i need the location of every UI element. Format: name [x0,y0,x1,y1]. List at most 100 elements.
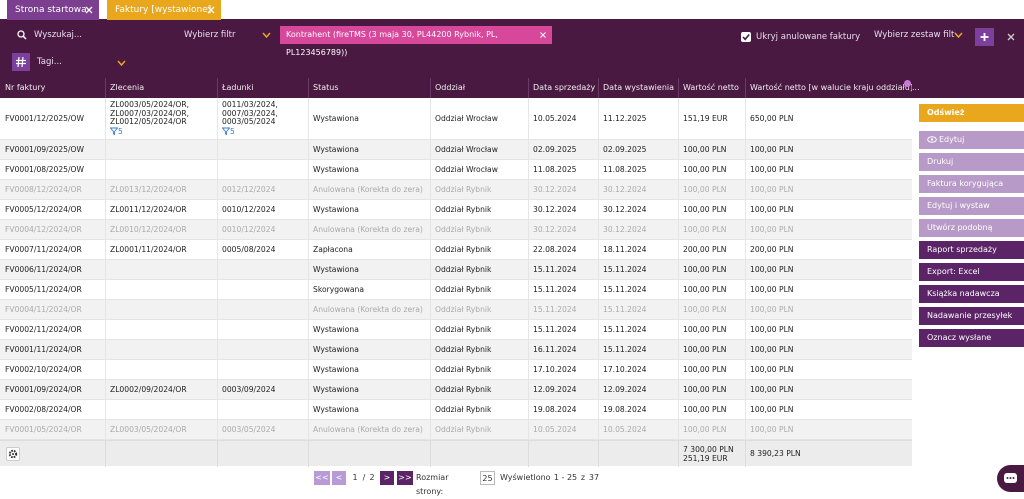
cell-divider [528,400,529,420]
cell-divider [528,380,529,400]
table-row[interactable]: FV0007/11/2024/OR ZL0001/11/2024/OR 0005/0… [0,240,912,260]
action-button[interactable]: Oznacz wysłane [919,329,1024,347]
action-button[interactable]: Odśwież [919,104,1024,122]
cell-text: Anulowana (Korekta do zera) [313,225,423,234]
cell-text: Oddział Rybnik [435,305,492,314]
cell-divider [308,180,309,200]
table-row[interactable]: FV0006/11/2024/OR Wystawiona Oddział Rybni… [0,260,912,280]
remove-icon[interactable] [540,32,546,38]
cell-divider [678,340,679,360]
table-row[interactable]: FV0008/12/2024/OR ZL0013/12/2024/OR 0012/1… [0,180,912,200]
pagination-first[interactable]: << [314,471,330,485]
column-divider [430,78,431,98]
cell-divider [105,441,106,467]
table-row[interactable]: FV0001/09/2024/OR ZL0002/09/2024/OR 0003/0… [0,380,912,400]
cell-text: 100,00 PLN [683,405,727,414]
count-badge[interactable]: 5 [221,127,235,136]
column-header[interactable]: Nr faktury [5,83,46,92]
column-header[interactable]: Data wystawienia [603,83,675,92]
settings-button[interactable] [6,447,20,461]
column-header[interactable]: Wartość netto [683,83,739,92]
checkbox[interactable] [741,32,751,42]
cell-divider [678,98,679,140]
column-header[interactable]: Data sprzedaży [533,83,596,92]
table-row[interactable]: FV0002/11/2024/OR Wystawiona Oddział Rybni… [0,320,912,340]
close-icon[interactable] [207,6,215,14]
tab[interactable]: Strona startowa [7,0,99,20]
checkbox-label[interactable]: Ukryj anulowane faktury [756,32,861,42]
add-button[interactable] [975,28,994,46]
action-button[interactable]: Drukuj [919,153,1024,171]
cell-text: Wystawiona [313,265,359,274]
pagination-next[interactable]: > [380,471,394,485]
filter-chip[interactable]: Kontrahent (fireTMS (3 maja 30, PL44200 … [280,26,552,57]
table-row[interactable]: FV0004/12/2024/OR ZL0010/12/2024/OR 0010/1… [0,220,912,240]
clear-button[interactable] [1007,33,1015,41]
column-header[interactable]: Status [313,83,339,92]
cell-text: ZL0011/12/2024/OR [110,205,187,214]
column-divider [217,78,218,98]
table-row[interactable]: FV0005/12/2024/OR ZL0011/12/2024/OR 0010/1… [0,200,912,220]
count-badge[interactable]: 5 [109,127,123,136]
table-body: FV0001/12/2025/OW ZL0003/05/2024/OR, ZL000… [0,98,912,468]
action-label: Nadawanie przesyłek [927,311,1013,320]
cell-divider [217,240,218,260]
cell-text: Wystawiona [313,114,359,123]
cell-text: 19.08.2024 [533,405,577,414]
cell-divider [745,220,746,240]
cell-divider [598,140,599,160]
cell-text: FV0006/11/2024/OR [5,265,82,274]
cell-text: 15.11.2024 [603,265,647,274]
table-row[interactable]: FV0002/08/2024/OR Wystawiona Oddział Rybni… [0,400,912,420]
action-label: Oznacz wysłane [927,333,992,342]
tags-button[interactable] [12,53,30,71]
close-icon[interactable] [85,6,93,14]
action-button[interactable]: Utwórz podobną [919,219,1024,237]
action-button[interactable]: Export: Excel [919,263,1024,281]
column-header[interactable]: Zlecenia [110,83,145,92]
cell-divider [217,420,218,440]
pagination-last[interactable]: >> [397,471,413,485]
pagination-prev[interactable]: < [332,471,346,485]
cell-text: 12.09.2024 [533,385,577,394]
cell-text: Oddział Rybnik [435,385,492,394]
cell-text: FV0001/05/2024/OR [5,425,82,434]
cell-divider [217,180,218,200]
table-row[interactable]: FV0001/11/2024/OR Wystawiona Oddział Rybni… [0,340,912,360]
column-more[interactable]: ... [912,83,920,92]
cell-divider [308,360,309,380]
table-row[interactable]: FV0001/05/2024/OR ZL0003/05/2024/OR 0003/0… [0,420,912,440]
filter-set-select[interactable]: Wybierz zestaw filt [874,30,955,40]
column-header[interactable]: Wartość netto [w walucie kraju oddziału] [750,83,912,92]
cell-divider [598,380,599,400]
column-settings[interactable] [904,80,911,87]
cell-divider [105,160,106,180]
tab[interactable]: Faktury [wystawione] [107,0,221,20]
action-button[interactable]: Książka nadawcza [919,285,1024,303]
tags-input[interactable]: Tagi... [37,57,62,67]
action-button[interactable]: Edytuj i wystaw ponow... [919,197,1024,228]
table-row[interactable]: FV0002/10/2024/OR Wystawiona Oddział Rybni… [0,360,912,380]
chat-button[interactable] [997,465,1024,492]
cell-text: Oddział Wrocław [435,114,498,123]
search-input[interactable]: Wyszukaj... [34,30,83,40]
cell-divider [678,320,679,340]
cell-text: 100,00 PLN [750,305,794,314]
action-button[interactable]: Nadawanie przesyłek [919,307,1024,325]
action-button[interactable]: Edytuj [919,131,1024,149]
cell-text: Wystawiona [313,205,359,214]
action-button[interactable]: Faktura korygująca [919,175,1024,193]
cell-divider [308,340,309,360]
column-header[interactable]: Oddział [435,83,466,92]
table-row[interactable]: FV0004/11/2024/OR Anulowana (Korekta do z… [0,300,912,320]
pagination-page-size[interactable]: 25 [480,471,495,485]
table-row[interactable]: FV0001/08/2025/OW Wystawiona Oddział Wrocł… [0,160,912,180]
cell-text: ZL0002/09/2024/OR [110,385,187,394]
table-row[interactable]: FV0001/09/2025/OW Wystawiona Oddział Wrocł… [0,140,912,160]
table-row[interactable]: FV0005/11/2024/OR Skorygowana Oddział Rybn… [0,280,912,300]
cell-divider [308,220,309,240]
filter-select[interactable]: Wybierz filtr [184,30,236,40]
table-row[interactable]: FV0001/12/2025/OW ZL0003/05/2024/OR, ZL000… [0,98,912,140]
action-button[interactable]: Raport sprzedaży [919,241,1024,259]
column-header[interactable]: Ładunki [222,83,254,92]
